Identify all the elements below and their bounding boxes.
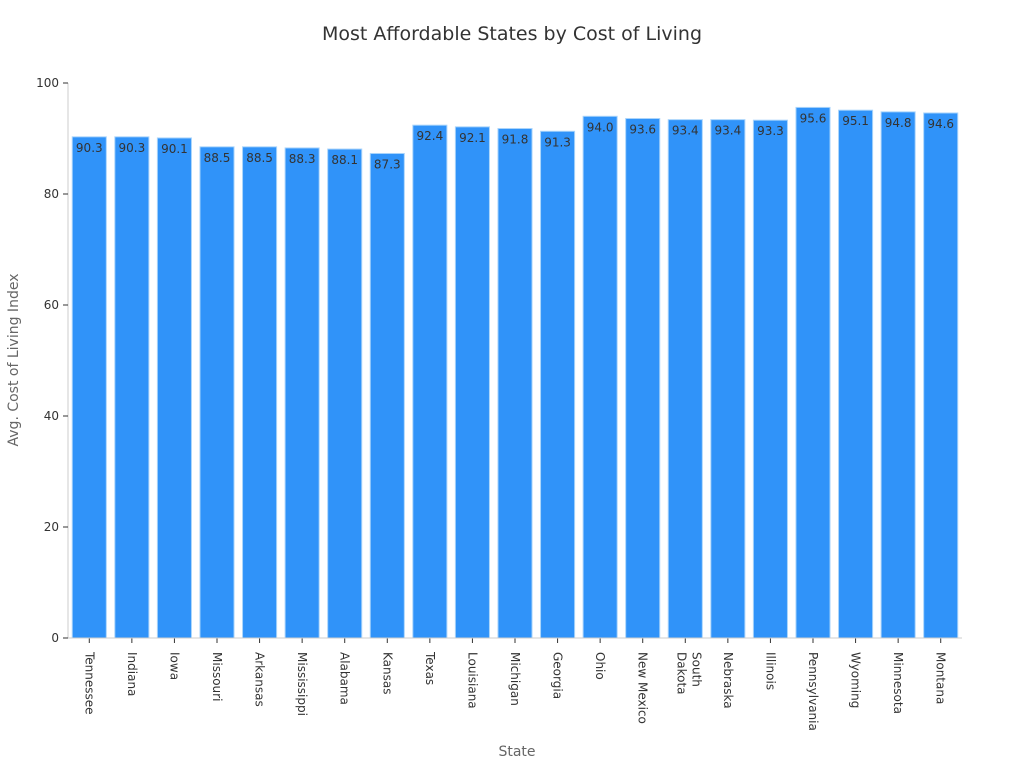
bar: [454, 126, 490, 639]
data-label: 93.3: [757, 124, 784, 138]
y-tick-label: 20: [44, 520, 59, 534]
data-label: 91.3: [544, 135, 571, 149]
bar: [540, 130, 576, 639]
chart-title: Most Affordable States by Cost of Living: [322, 23, 702, 45]
bar: [838, 109, 874, 639]
bar: [752, 119, 788, 639]
bar: [369, 152, 405, 639]
y-tick-label: 80: [44, 187, 59, 201]
bar: [327, 148, 363, 639]
data-label: 95.1: [842, 114, 869, 128]
x-tick-label: Iowa: [167, 652, 181, 680]
bar: [284, 147, 320, 639]
bars: 90.3 90.3 90.1 88.5 88.5 88.3 88.1 87.3 92.4 92.1…: [71, 106, 959, 639]
y-axis-label: Avg. Cost of Living Index: [6, 274, 22, 447]
x-tick-label: Alabama: [338, 652, 352, 705]
bar: [667, 119, 703, 639]
bar: [242, 146, 278, 639]
x-tick-label: Ohio: [593, 652, 607, 680]
y-tick-label: 40: [44, 409, 59, 423]
x-tick-label: SouthDakota: [674, 652, 703, 695]
bar: [114, 136, 150, 639]
data-label: 92.1: [459, 131, 486, 145]
x-tick-label: Minnesota: [891, 652, 905, 714]
bar: [880, 111, 916, 639]
x-tick-label: Mississippi: [295, 652, 309, 716]
bar: [795, 106, 831, 639]
x-tick-label: Texas: [423, 651, 437, 685]
x-tick-label: Louisiana: [465, 652, 479, 709]
data-label: 94.0: [587, 120, 614, 134]
data-label: 93.4: [672, 124, 699, 138]
data-label: 88.5: [246, 151, 273, 165]
x-axis-label: State: [498, 744, 535, 760]
data-label: 88.3: [289, 152, 316, 166]
data-label: 95.6: [800, 111, 827, 125]
data-label: 90.3: [76, 141, 103, 155]
axes: Tennessee Indiana Iowa Missouri Arkansas Miss…: [36, 76, 962, 731]
bar: [497, 128, 533, 639]
data-label: 92.4: [416, 129, 443, 143]
data-label: 94.6: [927, 117, 954, 131]
y-tick-label: 0: [51, 631, 59, 645]
x-tick-label: Georgia: [551, 652, 565, 699]
data-label: 93.4: [714, 124, 741, 138]
x-tick-label: Wyoming: [849, 652, 863, 708]
x-tick-label: Arkansas: [253, 652, 267, 707]
data-label: 90.1: [161, 142, 188, 156]
bar: [710, 119, 746, 639]
data-label: 94.8: [885, 116, 912, 130]
x-tick-label: Kansas: [380, 652, 394, 694]
x-tick-label: New Mexico: [636, 652, 650, 724]
x-tick-label: Pennsylvania: [806, 652, 820, 731]
x-tick-label: Tennessee: [82, 651, 96, 715]
bar: [199, 146, 235, 639]
data-label: 93.6: [629, 123, 656, 137]
data-label: 90.3: [118, 141, 145, 155]
data-label: 91.8: [502, 133, 529, 147]
data-label: 88.5: [204, 151, 231, 165]
x-tick-label: Montana: [934, 652, 948, 704]
y-tick-label: 60: [44, 298, 59, 312]
bar: [625, 118, 661, 639]
data-label: 88.1: [331, 153, 358, 167]
bar: [71, 136, 107, 639]
bar: [412, 124, 448, 639]
bar: [156, 137, 192, 639]
y-tick-label: 100: [36, 76, 59, 90]
x-tick-label: Missouri: [210, 652, 224, 701]
bar: [582, 115, 618, 639]
data-label: 87.3: [374, 157, 401, 171]
x-tick-label: Michigan: [508, 652, 522, 706]
x-tick-label: Nebraska: [721, 652, 735, 709]
x-tick-label: Illinois: [763, 652, 777, 690]
bar: [923, 112, 959, 639]
x-tick-label: Indiana: [125, 652, 139, 696]
